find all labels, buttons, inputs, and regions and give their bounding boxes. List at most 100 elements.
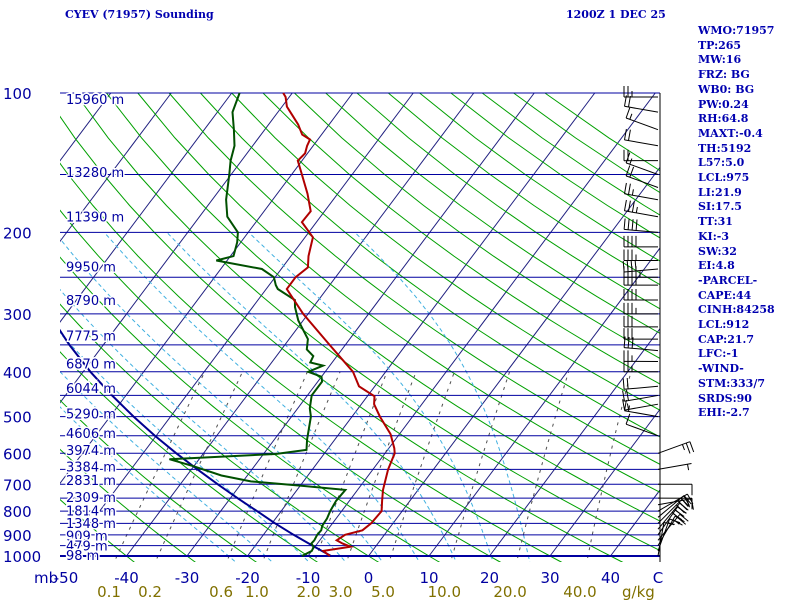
wind-barb-flag xyxy=(627,218,630,230)
isotherm-line xyxy=(549,408,660,557)
height-label: 1348 m xyxy=(66,517,116,532)
mixing-ratio-line xyxy=(113,371,206,562)
sounding-index-item: FRZ: BG xyxy=(698,68,750,82)
dry-adiabat-line xyxy=(137,92,660,493)
mixing-ratio-line xyxy=(450,371,511,562)
wind-barb xyxy=(622,389,659,402)
dry-adiabat-line xyxy=(60,448,196,562)
wind-barb-flag xyxy=(635,206,638,213)
wind-barb-flag xyxy=(626,403,629,410)
sounding-index-item: RH:64.8 xyxy=(698,112,749,126)
sounding-index-item: MW:16 xyxy=(698,53,742,67)
height-label: 11390 m xyxy=(66,211,124,226)
wind-barb xyxy=(623,289,659,301)
temperature-tick-label: -50 xyxy=(54,569,79,587)
mixing-ratio-tick-label: 3.0 xyxy=(329,583,353,600)
pressure-tick-label: 500 xyxy=(3,409,32,427)
sounding-index-item: LCL:975 xyxy=(698,171,750,185)
pressure-tick-label: 700 xyxy=(3,476,32,494)
wind-barb-flag xyxy=(674,508,684,517)
wind-barb-flag xyxy=(631,189,634,196)
mixing-ratio-line xyxy=(313,371,388,562)
sounding-index-item: L57:5.0 xyxy=(698,156,745,170)
wind-barb-flag xyxy=(626,377,629,389)
wind-barb-staff xyxy=(625,423,659,437)
sounding-index-item: PW:0.24 xyxy=(698,97,749,111)
wind-barb xyxy=(657,441,695,454)
wind-barb-flag xyxy=(622,378,625,390)
height-label: 479 m xyxy=(66,539,108,554)
wind-barb-flag xyxy=(674,520,680,525)
wind-barb xyxy=(624,199,659,218)
sounding-index-item: LI:21.9 xyxy=(698,185,742,199)
height-label: 8790 m xyxy=(66,294,116,309)
wind-barb-flag xyxy=(628,96,631,108)
wind-barb xyxy=(623,360,659,373)
sounding-index-item: SW:32 xyxy=(698,244,737,258)
wind-barb-flag xyxy=(626,260,629,272)
dry-adiabat-line xyxy=(262,92,660,385)
pressure-tick-label: 1000 xyxy=(3,548,41,566)
wind-barb xyxy=(624,399,659,418)
temperature-tick-label: -40 xyxy=(114,569,139,587)
sounding-index-item: CAP:21.7 xyxy=(698,332,755,346)
wind-barb xyxy=(622,377,659,390)
dry-adiabat-line xyxy=(231,92,660,411)
dry-adiabat-line xyxy=(60,303,380,562)
isotherm-line xyxy=(60,92,293,404)
wind-barb-staff xyxy=(624,385,659,390)
wind-barb-staff xyxy=(657,498,683,524)
wind-barb xyxy=(623,218,659,233)
moist-adiabat-line xyxy=(60,406,237,562)
wind-barb xyxy=(623,350,659,362)
moist-adiabat-line xyxy=(248,232,494,562)
isotherm-line xyxy=(247,92,596,557)
mixing-ratio-tick-label: 20.0 xyxy=(493,583,526,600)
height-label: 2831 m xyxy=(66,474,116,489)
wind-barb-flag xyxy=(622,390,625,402)
wind-barb-staff xyxy=(625,117,659,131)
moist-adiabat-line xyxy=(103,232,420,562)
pressure-tick-label: 900 xyxy=(3,527,32,545)
wind-barb xyxy=(625,152,659,176)
pressure-tick-label: 400 xyxy=(3,364,32,382)
sounding-index-item: WB0: BG xyxy=(698,82,755,96)
temperature-trace-line xyxy=(282,92,396,557)
dry-adiabat-line xyxy=(60,256,441,562)
mixing-ratio-tick-label: 0.1 xyxy=(97,583,121,600)
wind-barb xyxy=(623,274,659,286)
wind-barb xyxy=(657,513,689,541)
isotherm-line xyxy=(65,92,414,557)
height-label: 1814 m xyxy=(66,505,116,520)
sounding-index-item: WMO:71957 xyxy=(698,24,775,37)
sounding-index-item: STM:333/7 xyxy=(698,376,765,390)
temperature-tick-label: 10 xyxy=(419,569,438,587)
sounding-index-item: -PARCEL- xyxy=(698,273,758,287)
sounding-index-item: LFC:-1 xyxy=(698,347,739,361)
mixing-ratio-tick-label: 40.0 xyxy=(563,583,596,600)
wind-barb xyxy=(623,302,659,315)
moist-adiabat-line xyxy=(60,288,347,562)
sounding-index-item: TH:5192 xyxy=(698,141,752,155)
wind-barb-staff xyxy=(624,210,659,218)
isotherm-line xyxy=(186,92,535,557)
wind-barb-flag xyxy=(622,399,625,411)
height-label: 6870 m xyxy=(66,358,116,373)
height-label: 6044 m xyxy=(66,382,116,397)
height-label: 5290 m xyxy=(66,407,116,422)
wind-barb-flag xyxy=(631,201,635,213)
dry-adiabat-line xyxy=(356,92,660,310)
moist-adiabat-line xyxy=(60,370,273,562)
dry-adiabat-line xyxy=(60,115,624,562)
isotherm-line xyxy=(307,92,656,557)
mixing-ratio-line xyxy=(388,371,455,562)
sounding-index-item: KI:-3 xyxy=(698,229,729,243)
isobar-lines xyxy=(60,92,661,562)
wind-barb-staff xyxy=(657,513,681,541)
wind-barb-flag xyxy=(623,336,626,348)
wind-barb-flag xyxy=(689,441,695,453)
isotherm-line xyxy=(60,92,233,323)
parcel-trace-line xyxy=(60,328,332,557)
wind-barb-flag xyxy=(623,218,626,230)
